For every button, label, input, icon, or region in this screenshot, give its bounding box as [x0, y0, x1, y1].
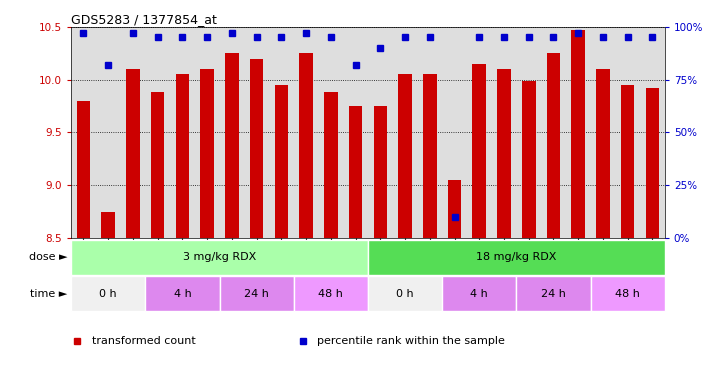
Bar	[621, 85, 634, 238]
Text: 18 mg/kg RDX: 18 mg/kg RDX	[476, 252, 557, 262]
Bar	[71, 240, 368, 275]
Text: transformed count: transformed count	[92, 336, 196, 346]
Text: dose ►: dose ►	[29, 252, 68, 262]
Bar	[176, 74, 189, 238]
Bar	[591, 276, 665, 311]
Bar	[448, 180, 461, 238]
Text: 48 h: 48 h	[319, 289, 343, 299]
Bar	[368, 276, 442, 311]
Bar	[250, 59, 264, 238]
Bar	[547, 53, 560, 238]
Bar	[225, 53, 239, 238]
Bar	[126, 69, 140, 238]
Bar	[522, 81, 535, 238]
Bar	[472, 64, 486, 238]
Bar	[398, 74, 412, 238]
Bar	[145, 276, 220, 311]
Text: GDS5283 / 1377854_at: GDS5283 / 1377854_at	[71, 13, 217, 26]
Bar	[77, 101, 90, 238]
Bar	[151, 92, 164, 238]
Bar	[423, 74, 437, 238]
Text: percentile rank within the sample: percentile rank within the sample	[318, 336, 506, 346]
Bar	[102, 212, 115, 238]
Bar	[299, 53, 313, 238]
Text: time ►: time ►	[31, 289, 68, 299]
Bar	[442, 276, 516, 311]
Bar	[220, 276, 294, 311]
Bar	[349, 106, 363, 238]
Bar	[368, 240, 665, 275]
Bar	[596, 69, 610, 238]
Bar	[373, 106, 387, 238]
Bar	[201, 69, 214, 238]
Bar	[274, 85, 288, 238]
Text: 48 h: 48 h	[615, 289, 640, 299]
Text: 4 h: 4 h	[471, 289, 488, 299]
Bar	[497, 69, 510, 238]
Text: 0 h: 0 h	[100, 289, 117, 299]
Text: 3 mg/kg RDX: 3 mg/kg RDX	[183, 252, 256, 262]
Text: 24 h: 24 h	[244, 289, 269, 299]
Text: 24 h: 24 h	[541, 289, 566, 299]
Text: 4 h: 4 h	[173, 289, 191, 299]
Bar	[294, 276, 368, 311]
Text: 0 h: 0 h	[396, 289, 414, 299]
Bar	[516, 276, 591, 311]
Bar	[71, 276, 145, 311]
Bar	[646, 88, 659, 238]
Bar	[572, 30, 585, 238]
Bar	[324, 92, 338, 238]
